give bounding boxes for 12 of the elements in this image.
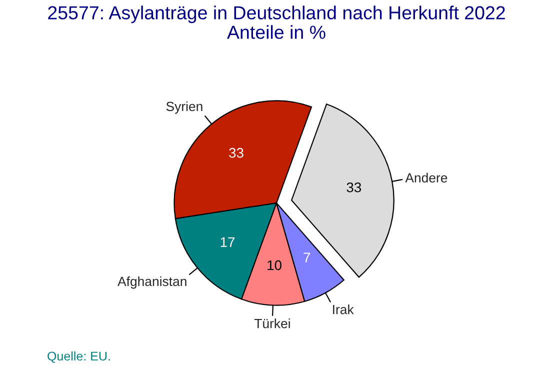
slice-label: Andere [405, 172, 448, 182]
slice-label: Türkei [254, 318, 290, 328]
data-label: 17 [220, 237, 235, 247]
data-label: 7 [304, 252, 310, 262]
data-label: 10 [268, 260, 282, 270]
slice-label: Afghanistan [118, 276, 186, 289]
data-label: 33 [346, 182, 362, 192]
source-note: Quelle: EU. [48, 351, 110, 363]
slice-label: Irak [333, 304, 354, 314]
data-label: 33 [229, 148, 244, 158]
slice-label: Syrien [166, 101, 202, 114]
chart-title: 25577: Asylanträge in Deutschland nach Herkunft 2022 Anteile in % [48, 6, 505, 39]
